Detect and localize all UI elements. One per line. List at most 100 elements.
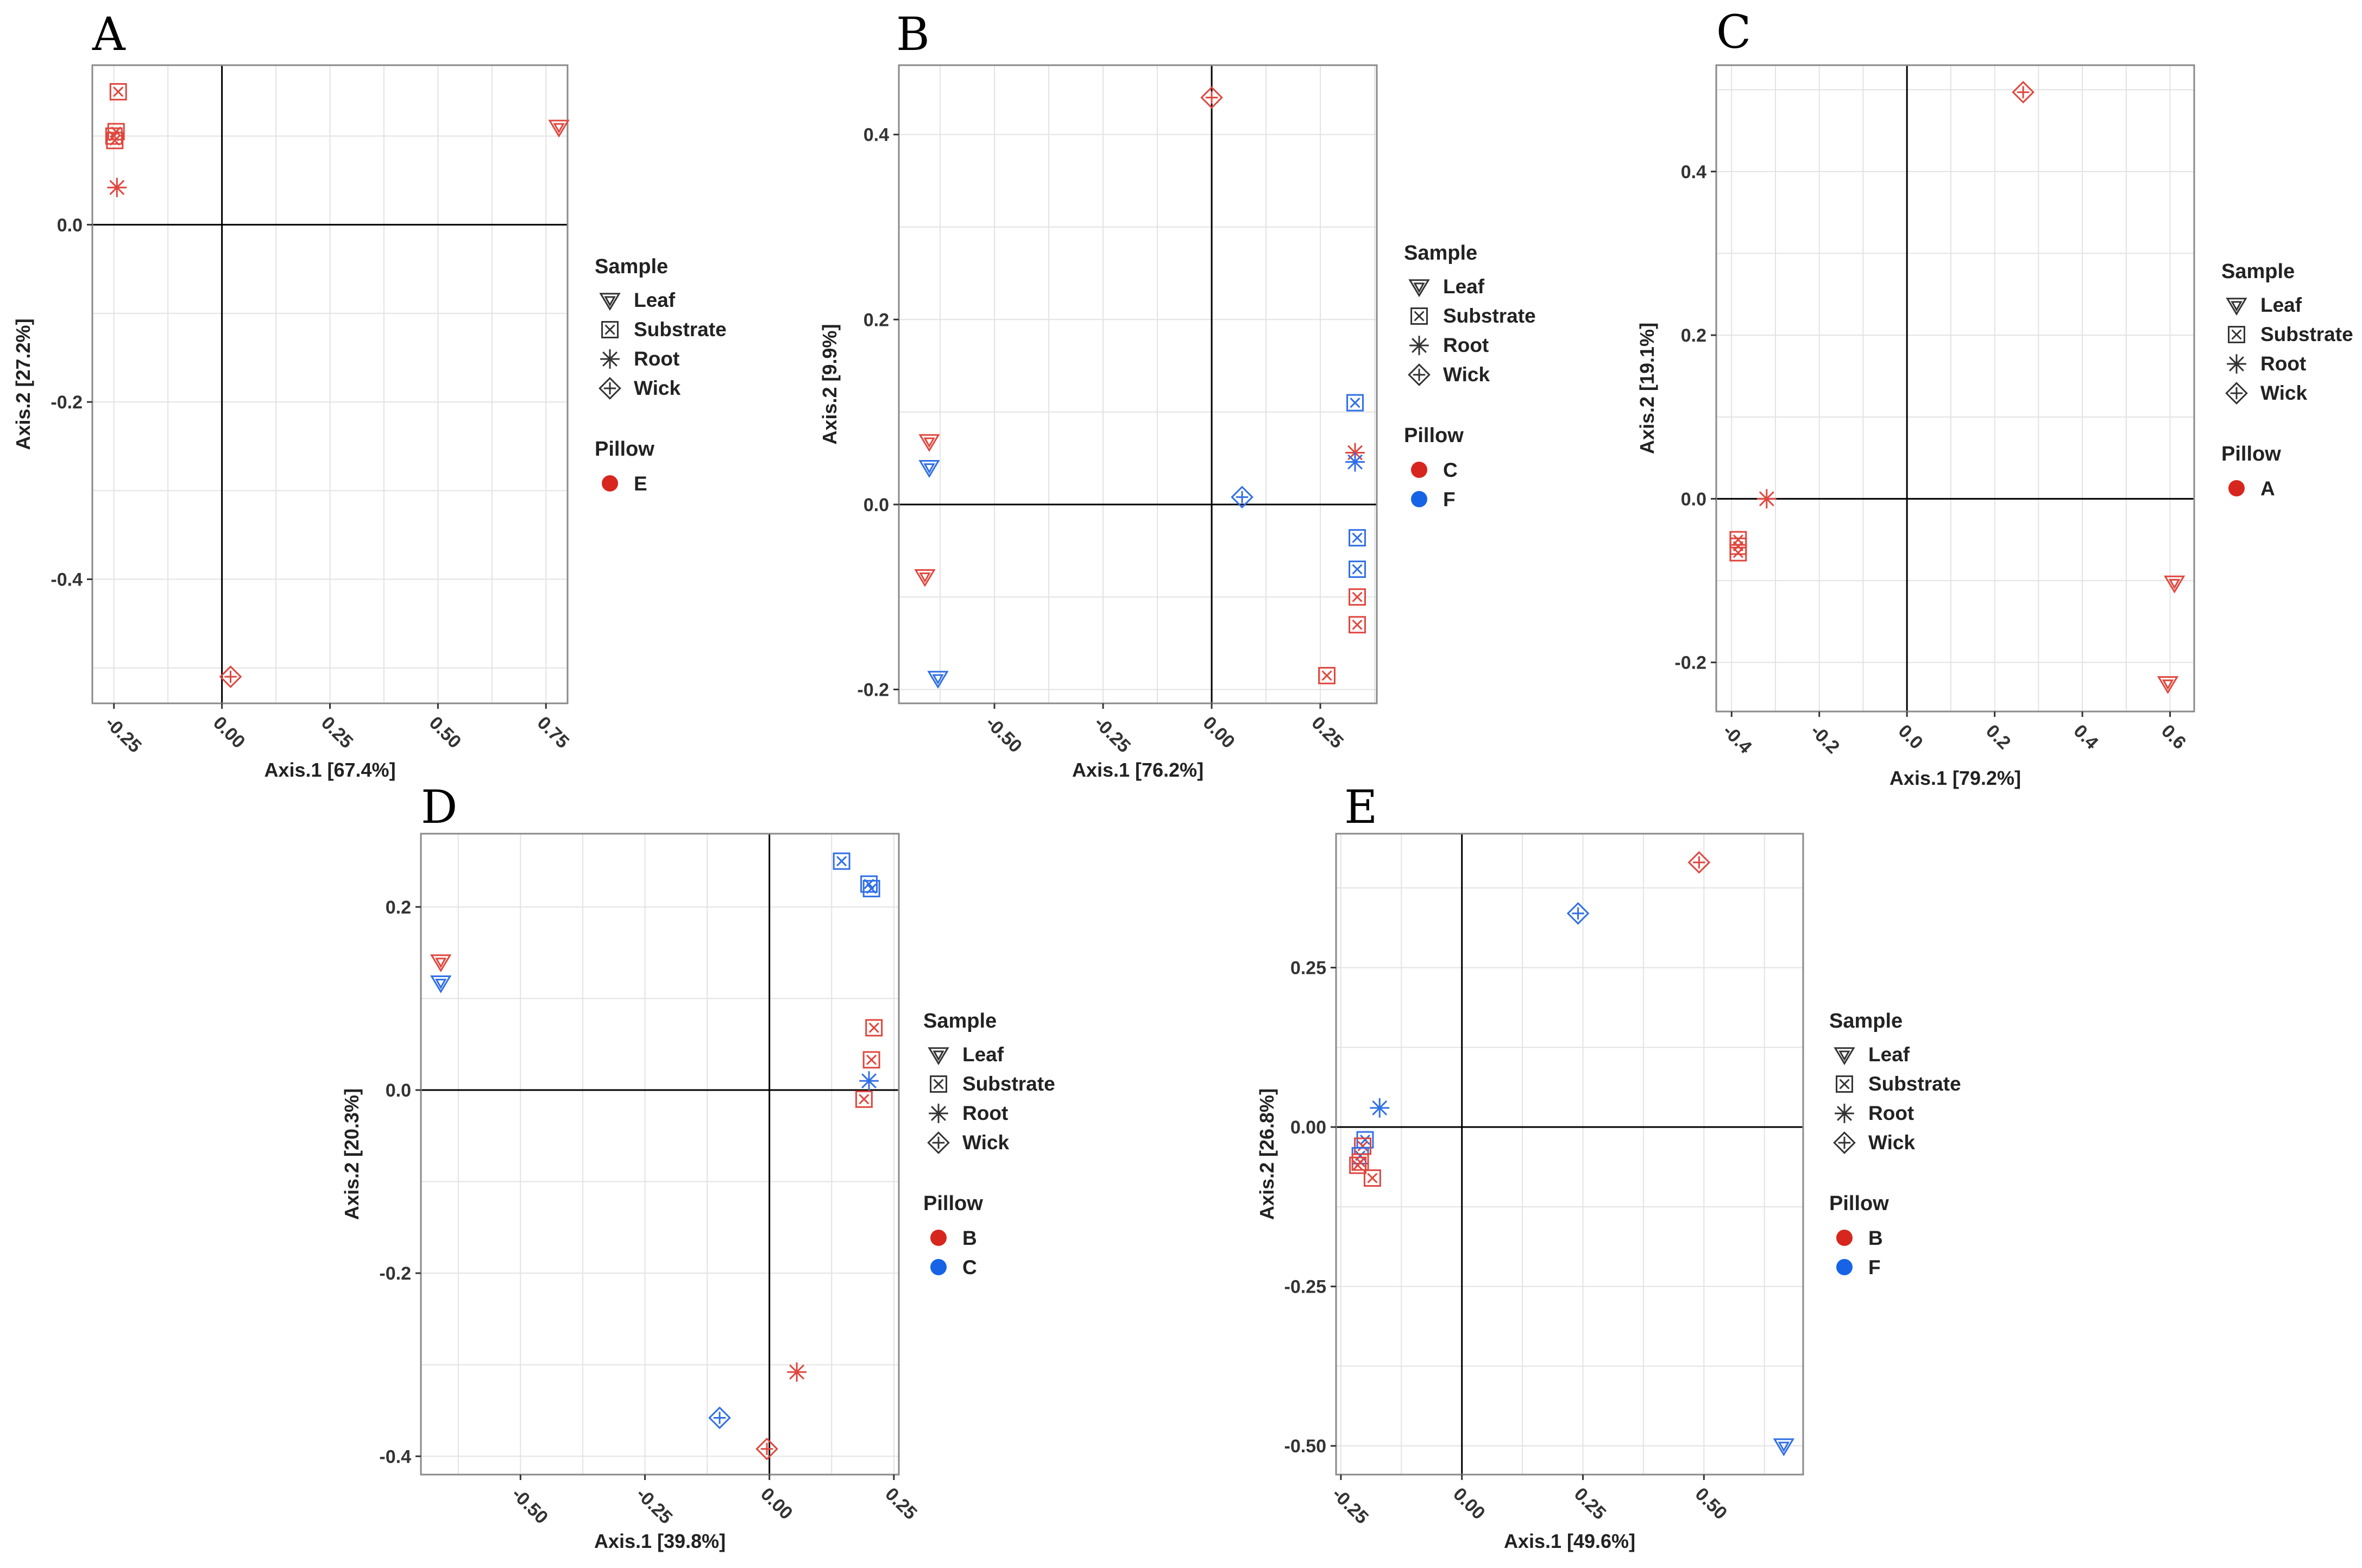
data-point-substrate — [1318, 666, 1336, 684]
panel-letter: C — [1716, 5, 1751, 59]
legend-label-root: Root — [2260, 352, 2306, 375]
legend: Sample Leaf Substrate Root Wick Pillow BF — [1829, 1010, 1961, 1279]
legend-label-pillow-f: F — [1443, 488, 1456, 511]
y-tick-label: 0.00 — [1290, 1117, 1326, 1138]
legend-title-pillow: Pillow — [1404, 424, 1464, 447]
legend-title-pillow: Pillow — [2221, 443, 2281, 465]
legend-title-sample: Sample — [2221, 260, 2295, 283]
legend-marker-substrate — [2228, 326, 2245, 343]
panel-letter: D — [421, 780, 457, 834]
y-axis-title: Axis.2 [27.2%] — [12, 318, 34, 450]
x-tick-label: -0.25 — [632, 1484, 677, 1528]
chart-panel-e: E -0.25 0.00 0.25 0.50 -0.50 -0.25 0.00 0.25 Axis… — [1256, 780, 1961, 1552]
data-points — [1729, 80, 2185, 694]
legend-label-wick: Wick — [2260, 382, 2307, 404]
legend-label-pillow-f: F — [1868, 1256, 1881, 1279]
x-axis-title: Axis.1 [76.2%] — [1072, 759, 1204, 781]
data-point-leaf — [548, 119, 570, 138]
legend-label-wick: Wick — [962, 1131, 1009, 1154]
data-point-substrate — [1349, 616, 1366, 634]
data-point-substrate — [1346, 394, 1364, 412]
data-point-leaf — [430, 954, 452, 973]
legend: Sample Leaf Substrate Root Wick Pillow CF — [1404, 242, 1536, 511]
x-tick-label: 0.6 — [2157, 721, 2190, 753]
y-tick-label: -0.2 — [857, 679, 889, 700]
legend-dot-pillow-b — [1836, 1230, 1853, 1246]
x-tick-label: 0.00 — [1199, 713, 1239, 753]
legend-title-pillow: Pillow — [595, 438, 654, 461]
legend-marker-substrate — [1410, 307, 1428, 325]
y-tick-label: 0.0 — [864, 495, 889, 515]
data-point-root — [1370, 1098, 1390, 1118]
legend-label-root: Root — [1868, 1102, 1914, 1124]
y-tick-label: 0.2 — [864, 310, 889, 330]
data-point-wick — [1566, 902, 1590, 925]
y-axis-title: Axis.2 [9.9%] — [818, 324, 841, 444]
plot-frame — [1335, 833, 1804, 1476]
data-point-root — [859, 1071, 879, 1091]
panel-letter: E — [1344, 780, 1377, 834]
legend-marker-root — [1409, 336, 1429, 355]
data-point-root — [1756, 489, 1777, 509]
x-tick-label: 0.0 — [1894, 721, 1927, 753]
legend-title-sample: Sample — [595, 255, 668, 278]
gridlines — [421, 834, 899, 1475]
y-tick-label: 0.4 — [864, 125, 889, 146]
x-tick-label: 0.00 — [209, 713, 249, 753]
x-tick-label: 0.50 — [425, 713, 465, 753]
legend-marker-root — [929, 1104, 948, 1123]
legend-marker-substrate — [1836, 1075, 1853, 1093]
legend: Sample Leaf Substrate Root Wick Pillow E — [595, 255, 727, 495]
data-point-leaf — [927, 671, 949, 689]
y-tick-label: -0.4 — [379, 1446, 411, 1467]
legend-dot-pillow-b — [930, 1230, 947, 1246]
data-points — [430, 852, 883, 1460]
data-point-substrate — [1349, 529, 1366, 547]
gridlines — [92, 65, 568, 703]
legend-marker-root — [600, 349, 620, 369]
panel-letter: B — [896, 8, 930, 61]
data-point-substrate — [1349, 1156, 1367, 1174]
legend-label-pillow-b: B — [962, 1227, 977, 1249]
legend-dot-pillow-f — [1411, 491, 1427, 507]
y-tick-label: 0.25 — [1290, 958, 1326, 979]
y-axis-title: Axis.2 [20.3%] — [341, 1088, 363, 1220]
data-point-leaf — [1773, 1438, 1794, 1457]
data-points — [105, 83, 570, 688]
legend-title-pillow: Pillow — [923, 1192, 983, 1215]
panel-letter: A — [92, 8, 126, 61]
legend-label-pillow-e: E — [634, 473, 647, 495]
legend-label-pillow-a: A — [2260, 477, 2275, 500]
legend-label-substrate: Substrate — [1443, 305, 1536, 327]
data-point-substrate — [106, 131, 124, 149]
x-axis-title: Axis.1 [67.4%] — [264, 759, 395, 781]
legend-label-leaf: Leaf — [962, 1043, 1004, 1066]
data-point-leaf — [918, 434, 940, 452]
legend-marker-substrate — [930, 1075, 947, 1093]
data-point-leaf — [2164, 575, 2185, 594]
data-point-wick — [219, 665, 242, 688]
legend-label-root: Root — [634, 348, 679, 370]
y-axis-title: Axis.2 [19.1%] — [1636, 323, 1658, 454]
y-tick-label: -0.2 — [379, 1263, 411, 1284]
legend-label-root: Root — [962, 1102, 1008, 1124]
data-point-leaf — [430, 975, 452, 993]
data-points — [914, 86, 1366, 689]
chart-panel-d: D -0.50 -0.25 0.00 0.25 -0.4 -0.2 0.0 0.2 Axis.1 … — [341, 780, 1055, 1552]
legend-marker-leaf — [1408, 279, 1430, 298]
x-tick-label: 0.25 — [881, 1484, 921, 1524]
x-axis-title: Axis.1 [39.8%] — [594, 1530, 726, 1552]
x-tick-label: 0.50 — [1691, 1484, 1731, 1524]
y-tick-label: 0.2 — [386, 897, 411, 918]
x-tick-label: -0.25 — [1328, 1484, 1372, 1528]
x-tick-label: -0.50 — [981, 713, 1026, 757]
data-point-substrate — [862, 880, 880, 898]
data-point-substrate — [865, 1019, 883, 1037]
data-point-root — [107, 178, 127, 198]
legend-dot-pillow-f — [1836, 1259, 1853, 1275]
legend-marker-wick — [599, 377, 621, 400]
legend-label-wick: Wick — [634, 377, 681, 399]
legend-label-substrate: Substrate — [962, 1073, 1055, 1095]
gridlines — [899, 65, 1377, 703]
